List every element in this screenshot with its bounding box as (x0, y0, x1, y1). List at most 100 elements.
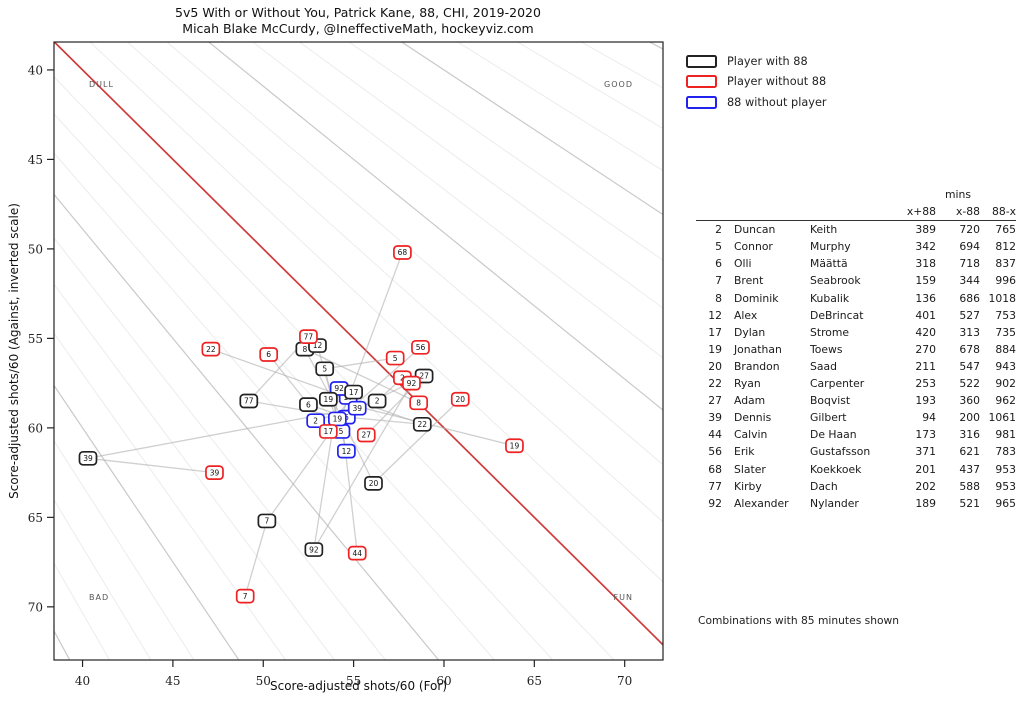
corner-label-bad: BAD (89, 593, 109, 602)
svg-text:20: 20 (369, 479, 379, 488)
svg-text:56: 56 (416, 343, 426, 352)
mins-with-88: 189 (915, 496, 936, 510)
mins-with-88: 159 (915, 274, 936, 288)
mins-with-88: 94 (922, 411, 936, 425)
player-number: 92 (708, 496, 722, 510)
player-first-name: Adam (734, 394, 766, 408)
mins-88-without: 753 (995, 308, 1016, 322)
mins-with-88: 193 (915, 394, 936, 408)
y-tick-label: 45 (28, 153, 43, 167)
player-number: 19 (708, 342, 722, 356)
player-number: 22 (708, 377, 722, 391)
player-first-name: Brent (734, 274, 764, 288)
x-axis-label: Score-adjusted shots/60 (For) (269, 679, 448, 693)
mins-without-88: 200 (959, 411, 980, 425)
mins-without-88: 547 (959, 359, 980, 373)
legend-item-with-88: Player with 88 (686, 51, 827, 72)
table-row: 2 Duncan Keith 389 720 765 (696, 221, 1016, 239)
svg-text:92: 92 (334, 384, 344, 393)
grid-diagonal (54, 76, 615, 660)
table-row: 5 Connor Murphy 342 694 812 (696, 238, 1016, 255)
y-tick-label: 40 (28, 63, 43, 77)
player-number: 17 (708, 325, 722, 339)
table-row: 92 Alexander Nylander 189 521 965 (696, 495, 1016, 512)
wowy-scatter-plot: 2561217193992256781217192022273977922567… (28, 41, 664, 688)
player-box-with88-7: 7 (257, 513, 277, 529)
connection-line (324, 357, 396, 370)
svg-text:20: 20 (455, 395, 465, 404)
legend-label-88-alone: 88 without player (727, 95, 827, 109)
player-box-alone88-12: 12 (337, 443, 356, 459)
grid-diagonal (54, 384, 240, 660)
player-last-name: Kubalik (810, 291, 850, 305)
undefined (980, 186, 1016, 203)
legend-label-without-88: Player without 88 (727, 75, 827, 89)
table-row: 44 Calvin De Haan 173 316 981 (696, 426, 1016, 443)
table-row: 12 Alex DeBrincat 401 527 753 (696, 307, 1016, 324)
svg-text:22: 22 (418, 420, 428, 429)
player-first-name: Duncan (734, 223, 776, 237)
grid-diagonal (348, 42, 663, 261)
mins-88-without: 996 (995, 274, 1016, 288)
grid-diagonal (456, 42, 663, 172)
player-first-name: Alex (734, 308, 758, 322)
player-first-name: Brandon (734, 359, 780, 373)
svg-text:39: 39 (352, 404, 362, 413)
mins-88-without: 965 (995, 496, 1016, 510)
grid-diagonal (580, 42, 663, 89)
player-last-name: Seabrook (810, 274, 861, 288)
player-last-name: Määttä (810, 257, 848, 271)
svg-text:7: 7 (264, 517, 269, 526)
corner-label-fun: FUN (614, 593, 633, 602)
mins-without-88: 686 (959, 291, 980, 305)
svg-text:8: 8 (416, 399, 421, 408)
y-tick-label: 50 (28, 242, 43, 256)
grid-diagonal (54, 499, 152, 660)
mins-88-without: 953 (995, 479, 1016, 493)
svg-text:7: 7 (243, 592, 248, 601)
svg-text:6: 6 (306, 400, 311, 409)
player-first-name: Connor (734, 240, 773, 254)
grid-diagonal (54, 237, 386, 660)
svg-text:19: 19 (510, 441, 520, 450)
player-box-without88-7: 7 (235, 588, 255, 604)
grid-diagonal (54, 152, 496, 660)
player-number: 7 (715, 274, 722, 288)
player-first-name: Dennis (734, 411, 772, 425)
player-last-name: DeBrincat (810, 308, 864, 322)
player-first-name: Jonathan (734, 342, 782, 356)
table-row: 7 Brent Seabrook 159 344 996 (696, 272, 1016, 289)
col-header-x-plus-88: x+88 (888, 203, 936, 222)
corner-label-good: GOOD (604, 80, 633, 89)
svg-text:17: 17 (324, 427, 334, 436)
player-last-name: Murphy (810, 240, 851, 254)
mins-without-88: 718 (959, 257, 980, 271)
x-tick-label: 50 (256, 674, 271, 688)
footnote: Combinations with 85 minutes shown (698, 614, 900, 627)
mins-88-without: 884 (995, 342, 1016, 356)
table-row: 68 Slater Koekkoek 201 437 953 (696, 461, 1016, 478)
connection-line (268, 354, 309, 406)
mins-with-88: 420 (915, 325, 936, 339)
svg-text:44: 44 (352, 549, 362, 558)
y-tick-label: 70 (28, 600, 43, 614)
legend-swatch-without-88 (686, 75, 717, 89)
mins-without-88: 522 (959, 377, 980, 391)
player-last-name: Dach (810, 479, 838, 493)
table-row: 20 Brandon Saad 211 547 943 (696, 358, 1016, 375)
y-tick-label: 65 (28, 511, 43, 525)
player-box-without88-56: 56 (411, 339, 430, 355)
svg-text:92: 92 (407, 379, 417, 388)
mins-without-88: 313 (959, 325, 980, 339)
svg-text:5: 5 (339, 427, 344, 436)
plot-border (53, 41, 664, 661)
svg-text:2: 2 (400, 373, 405, 382)
svg-text:19: 19 (333, 415, 343, 424)
corner-label-dull: DULL (89, 80, 114, 89)
grid-diagonal (54, 332, 287, 660)
svg-text:5: 5 (322, 365, 327, 374)
svg-text:22: 22 (206, 345, 216, 354)
mins-without-88: 694 (959, 240, 980, 254)
mins-with-88: 173 (915, 428, 936, 442)
player-box-without88-22: 22 (201, 341, 221, 357)
